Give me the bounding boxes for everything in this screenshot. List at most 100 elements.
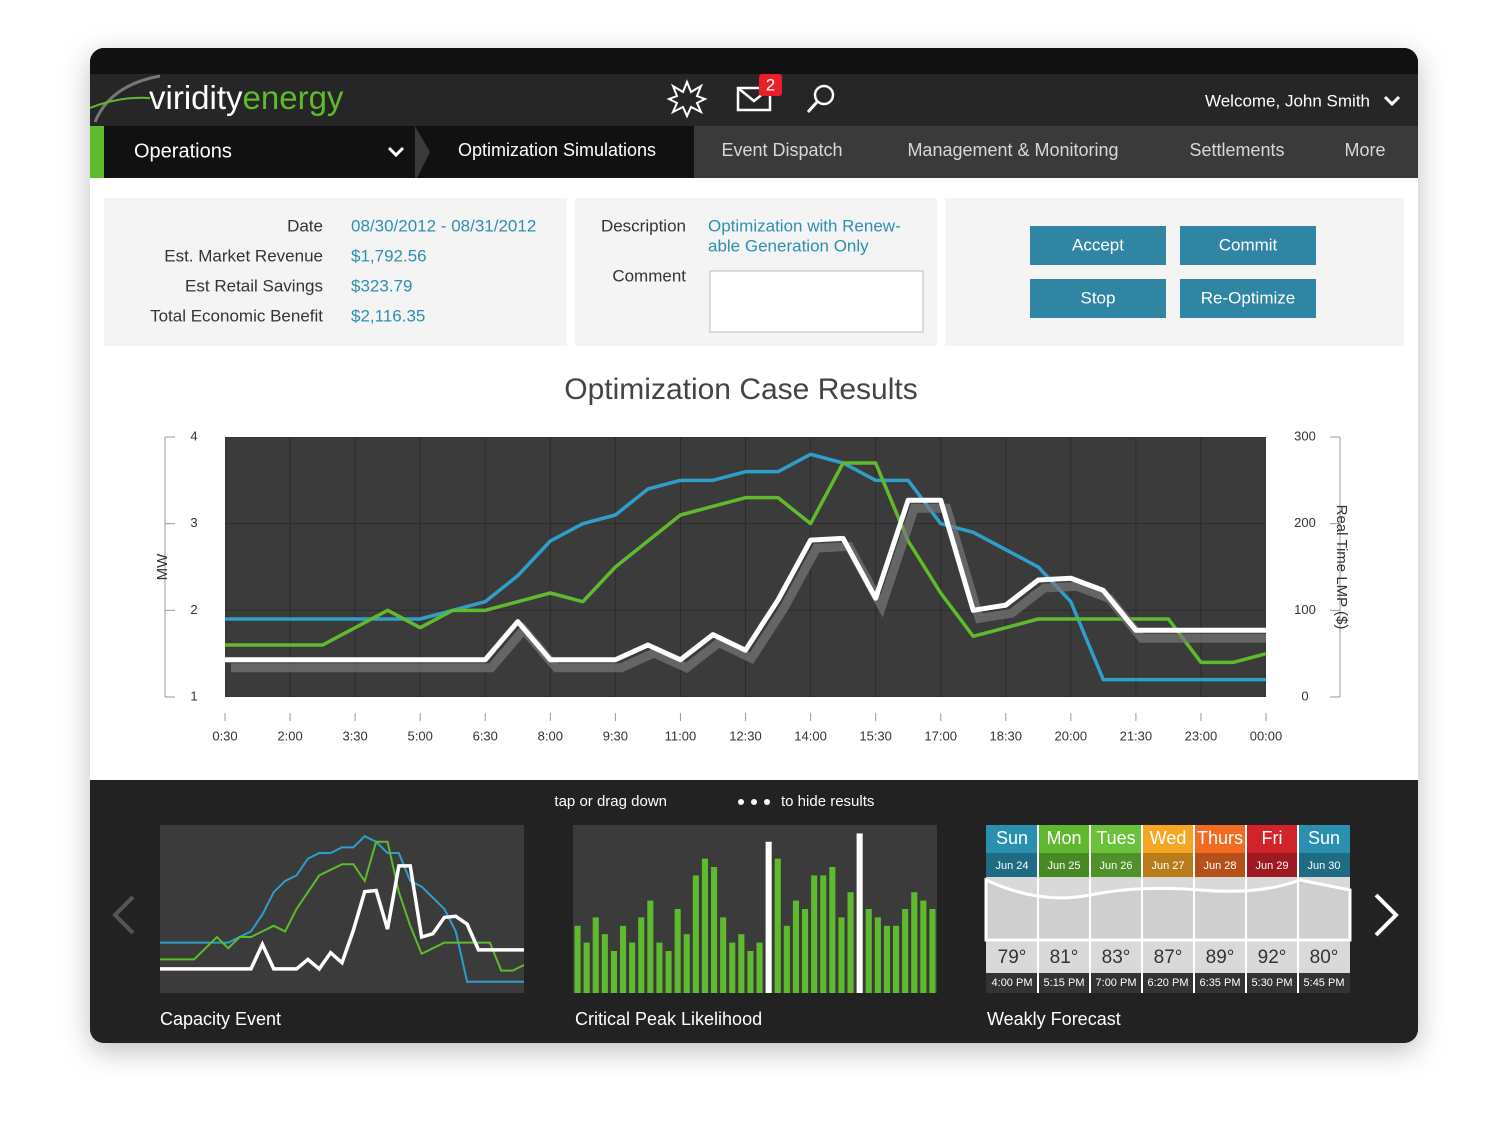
peak-time: 4:00 PM — [992, 977, 1033, 989]
hint: tap or drag down — [554, 793, 667, 810]
x-tick-label: 2:00 — [277, 728, 302, 743]
welcome[interactable]: Welcome, John Smith — [1205, 91, 1370, 110]
field-value: $1,792.56 — [351, 246, 427, 265]
search-icon[interactable] — [806, 84, 835, 114]
bar — [692, 875, 699, 993]
bar — [729, 942, 736, 993]
date-row — [986, 853, 1038, 877]
x-tick-label: 9:30 — [603, 728, 628, 743]
button-label[interactable]: Re-Optimize — [1201, 288, 1295, 307]
drag-dot[interactable] — [738, 799, 744, 805]
top-strip — [90, 48, 1418, 74]
chevron[interactable] — [387, 146, 405, 158]
mail-count: 2 — [766, 75, 775, 94]
button[interactable] — [1180, 226, 1316, 265]
forecast-curve — [984, 877, 1352, 942]
section-select[interactable] — [104, 126, 415, 178]
day-header — [1090, 825, 1142, 853]
bar — [774, 858, 781, 993]
button-label[interactable]: Stop — [1081, 288, 1116, 307]
day-name: Thurs — [1197, 828, 1243, 848]
nav-tab[interactable]: Event Dispatch — [721, 140, 842, 160]
thumbnail-title[interactable]: Critical Peak Likelihood — [575, 1009, 762, 1029]
day-header — [986, 825, 1038, 853]
description-value: able Generation Only — [708, 236, 869, 255]
x-tick-label: 21:30 — [1120, 728, 1153, 743]
x-tick-label: 3:30 — [342, 728, 367, 743]
x-tick-label: 15:30 — [859, 728, 892, 743]
bar — [893, 925, 900, 993]
section-name[interactable]: Operations — [134, 140, 232, 162]
nav-tab[interactable]: More — [1344, 140, 1385, 160]
day-name: Fri — [1262, 828, 1283, 848]
x-tick-label: 20:00 — [1055, 728, 1088, 743]
bar — [647, 900, 654, 993]
x-tick-label: 5:00 — [408, 728, 433, 743]
chart-title: Optimization Case Results — [564, 373, 917, 406]
time-row — [1142, 973, 1194, 993]
temperature: 80° — [1310, 947, 1339, 968]
badge — [759, 74, 782, 96]
summary-panel — [104, 198, 567, 346]
bar — [874, 917, 881, 993]
thumbnail-line — [160, 864, 524, 972]
button[interactable] — [1030, 226, 1166, 265]
envelope — [736, 86, 772, 112]
chevron[interactable] — [1383, 95, 1401, 107]
bar — [856, 833, 863, 993]
temperature: 83° — [1102, 947, 1131, 968]
bar — [583, 942, 590, 993]
thumbnail-title[interactable]: Weakly Forecast — [987, 1009, 1121, 1029]
thumbnail[interactable] — [573, 825, 937, 993]
bar — [829, 867, 836, 993]
time-row — [1246, 973, 1298, 993]
logo-swoosh — [90, 96, 151, 109]
temperature: 79° — [998, 947, 1027, 968]
y-axis-label: MW — [154, 553, 171, 580]
nav-tab[interactable]: Optimization Simulations — [458, 140, 656, 160]
prev-arrow[interactable] — [112, 895, 135, 935]
peak-time: 6:20 PM — [1148, 977, 1189, 989]
alert-icon[interactable] — [666, 79, 708, 119]
nav-tab[interactable]: Settlements — [1189, 140, 1284, 160]
button[interactable] — [1030, 279, 1166, 318]
bar — [701, 858, 708, 993]
line — [225, 461, 1266, 665]
peak-thumbnail — [574, 833, 936, 993]
field-label: Est Retail Savings — [185, 276, 323, 295]
thumbnail-line — [160, 834, 524, 983]
date-row — [1246, 853, 1298, 877]
button-label[interactable]: Accept — [1072, 235, 1124, 254]
bar — [902, 909, 909, 993]
date: Jun 26 — [1099, 860, 1132, 872]
bar — [920, 900, 927, 993]
x-tick-label: 0:30 — [212, 728, 237, 743]
bar — [674, 909, 681, 993]
thumbnail-title[interactable]: Capacity Event — [160, 1009, 281, 1029]
comment-input[interactable] — [709, 270, 924, 333]
y-tick-label: 2 — [190, 602, 197, 617]
bar — [711, 867, 718, 993]
bar — [802, 909, 809, 993]
day-name: Wed — [1150, 828, 1187, 848]
date-row — [1090, 853, 1142, 877]
field-label: Est. Market Revenue — [164, 246, 323, 265]
bar — [883, 925, 890, 993]
button-label[interactable]: Commit — [1219, 235, 1278, 254]
field-value: 08/30/2012 - 08/31/2012 — [351, 216, 536, 235]
drag-dot[interactable] — [764, 799, 770, 805]
day-header — [1142, 825, 1194, 853]
active-tab[interactable] — [415, 126, 694, 178]
bar — [620, 925, 627, 993]
bar — [665, 951, 672, 993]
button[interactable] — [1180, 279, 1316, 318]
date: Jun 25 — [1047, 860, 1080, 872]
drag-dot[interactable] — [751, 799, 757, 805]
thumbnail-line — [160, 840, 524, 972]
mail-icon[interactable]: 2 — [736, 74, 782, 112]
axes: 0:30 2:00 3:30 5:00 6:30 8:00 9:30 11:00 12:30 14… — [165, 428, 1340, 743]
nav-tab[interactable]: Management & Monitoring — [907, 140, 1118, 160]
date: Jun 30 — [1307, 860, 1340, 872]
x-tick-label: 18:30 — [989, 728, 1022, 743]
next-arrow[interactable] — [1374, 893, 1399, 937]
